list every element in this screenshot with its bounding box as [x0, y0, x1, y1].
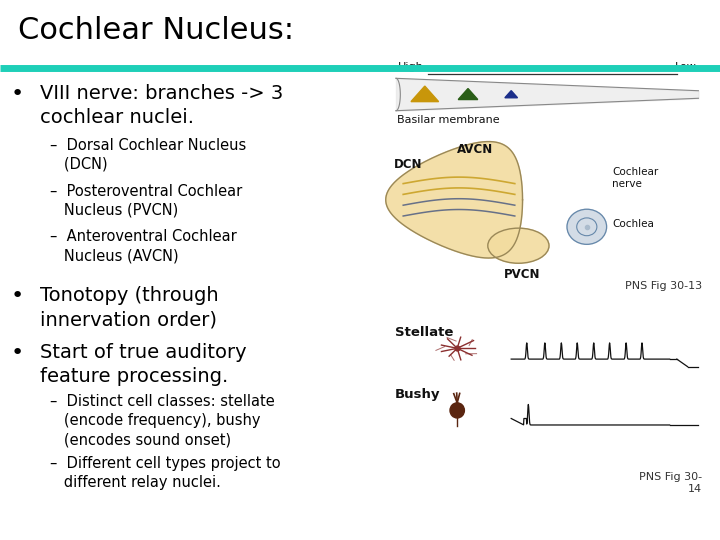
Polygon shape: [458, 89, 478, 99]
Ellipse shape: [567, 209, 606, 244]
Text: High: High: [397, 62, 423, 72]
Text: Basilar membrane: Basilar membrane: [397, 115, 500, 125]
Text: AVCN: AVCN: [457, 143, 493, 156]
Text: Cochlear
nerve: Cochlear nerve: [612, 167, 658, 190]
Text: •: •: [11, 343, 24, 363]
Text: Cochlea: Cochlea: [612, 219, 654, 229]
Text: PVCN: PVCN: [504, 268, 540, 281]
Polygon shape: [505, 91, 518, 98]
Text: Start of true auditory
feature processing.: Start of true auditory feature processin…: [40, 343, 246, 386]
Text: Tonotopy (through
innervation order): Tonotopy (through innervation order): [40, 286, 218, 329]
Text: –  Posteroventral Cochlear
   Nucleus (PVCN): – Posteroventral Cochlear Nucleus (PVCN): [50, 184, 243, 218]
Text: Low: Low: [675, 62, 697, 72]
Text: –  Different cell types project to
   different relay nuclei.: – Different cell types project to differ…: [50, 456, 281, 490]
Text: –  Anteroventral Cochlear
   Nucleus (AVCN): – Anteroventral Cochlear Nucleus (AVCN): [50, 230, 237, 264]
Text: Bushy: Bushy: [395, 388, 440, 401]
Polygon shape: [411, 86, 438, 102]
Text: Stellate: Stellate: [395, 326, 453, 339]
Text: PNS Fig 30-
14: PNS Fig 30- 14: [639, 472, 702, 494]
Text: DCN: DCN: [394, 158, 423, 171]
Text: PNS Fig 30-13: PNS Fig 30-13: [625, 281, 702, 291]
Ellipse shape: [488, 228, 549, 263]
Text: VIII nerve: branches -> 3
cochlear nuclei.: VIII nerve: branches -> 3 cochlear nucle…: [40, 84, 283, 127]
Text: –  Distinct cell classes: stellate
   (encode frequency), bushy
   (encodes soun: – Distinct cell classes: stellate (encod…: [50, 394, 275, 448]
Text: •: •: [11, 286, 24, 306]
Text: •: •: [11, 84, 24, 104]
Text: –  Dorsal Cochlear Nucleus
   (DCN): – Dorsal Cochlear Nucleus (DCN): [50, 138, 247, 172]
Text: Cochlear Nucleus:: Cochlear Nucleus:: [18, 16, 294, 45]
Ellipse shape: [450, 403, 464, 418]
Polygon shape: [386, 141, 523, 258]
